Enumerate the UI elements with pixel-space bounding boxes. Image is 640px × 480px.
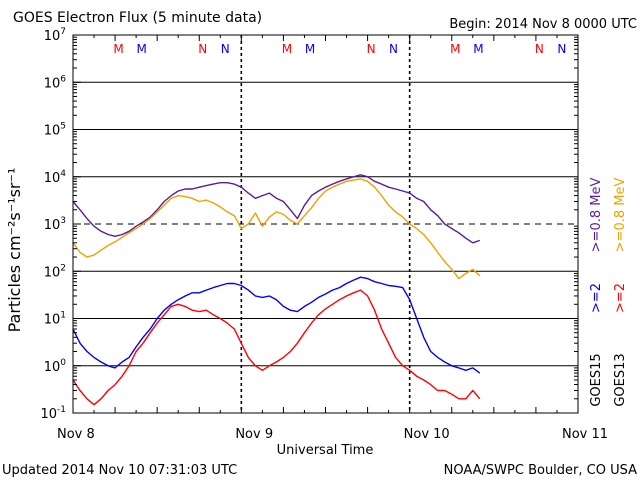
plot-frame <box>72 34 579 414</box>
series-goes13-0-8-mev <box>72 178 481 280</box>
y-tick-label: 104 <box>44 169 67 186</box>
marker-m: M <box>450 42 460 56</box>
marker-m: M <box>113 42 123 56</box>
y-tick-exponent: 0 <box>60 358 66 368</box>
y-tick-exponent: 5 <box>60 122 66 132</box>
y-tick-exponent: 6 <box>60 74 66 84</box>
legend-goes13: GOES13 <box>613 353 628 406</box>
legend-goes15-2mev: >=2 <box>589 283 604 313</box>
grid <box>73 35 578 413</box>
legend-goes15-08mev: >=0.8 MeV <box>589 178 604 253</box>
credit-text: NOAA/SWPC Boulder, CO USA <box>444 463 637 478</box>
y-tick-label: 103 <box>44 216 66 233</box>
y-tick-label: 105 <box>44 122 66 139</box>
legend-goes15: GOES15 <box>589 353 604 406</box>
y-tick-label: 102 <box>44 263 66 280</box>
marker-m: M <box>137 42 147 56</box>
x-tick-label: Nov 9 <box>235 427 273 442</box>
x-tick-label: Nov 11 <box>562 427 608 442</box>
y-axis-label: Particles cm⁻²s⁻¹sr⁻¹ <box>5 168 24 333</box>
series-goes15-2-mev <box>72 276 481 374</box>
marker-n: N <box>198 42 207 56</box>
begin-time: Begin: 2014 Nov 8 0000 UTC <box>449 17 637 32</box>
y-tick-label: 107 <box>44 27 66 44</box>
x-axis-label: Universal Time <box>277 443 374 458</box>
y-tick-exponent: 1 <box>60 311 66 321</box>
x-tick-label: Nov 10 <box>404 427 450 442</box>
y-tick-exponent: 2 <box>60 263 66 273</box>
series-goes13-2-mev <box>72 289 481 406</box>
legend-goes13-2mev: >=2 <box>613 283 628 313</box>
legend-goes13-08mev: >=0.8 MeV <box>613 178 628 253</box>
marker-n: N <box>367 42 376 56</box>
x-tick-label: Nov 8 <box>57 427 95 442</box>
y-tick-label: 100 <box>44 358 67 375</box>
series-lines <box>72 174 481 406</box>
y-tick-exponent: 4 <box>60 169 66 179</box>
marker-m: M <box>305 42 315 56</box>
updated-timestamp: Updated 2014 Nov 10 07:31:03 UTC <box>2 463 237 478</box>
y-tick-exponent: 3 <box>60 216 66 226</box>
marker-n: N <box>389 42 398 56</box>
y-tick-exponent: -1 <box>57 405 66 415</box>
y-tick-label: 106 <box>44 74 67 91</box>
marker-m: M <box>473 42 483 56</box>
marker-n: N <box>221 42 230 56</box>
y-tick-label: 101 <box>44 311 66 328</box>
marker-n: N <box>535 42 544 56</box>
marker-n: N <box>557 42 566 56</box>
chart-title: GOES Electron Flux (5 minute data) <box>13 10 262 26</box>
y-tick-label: 10-1 <box>40 405 66 422</box>
series-goes15-0-8-mev <box>72 174 481 244</box>
y-tick-exponent: 7 <box>60 27 66 37</box>
marker-m: M <box>282 42 292 56</box>
